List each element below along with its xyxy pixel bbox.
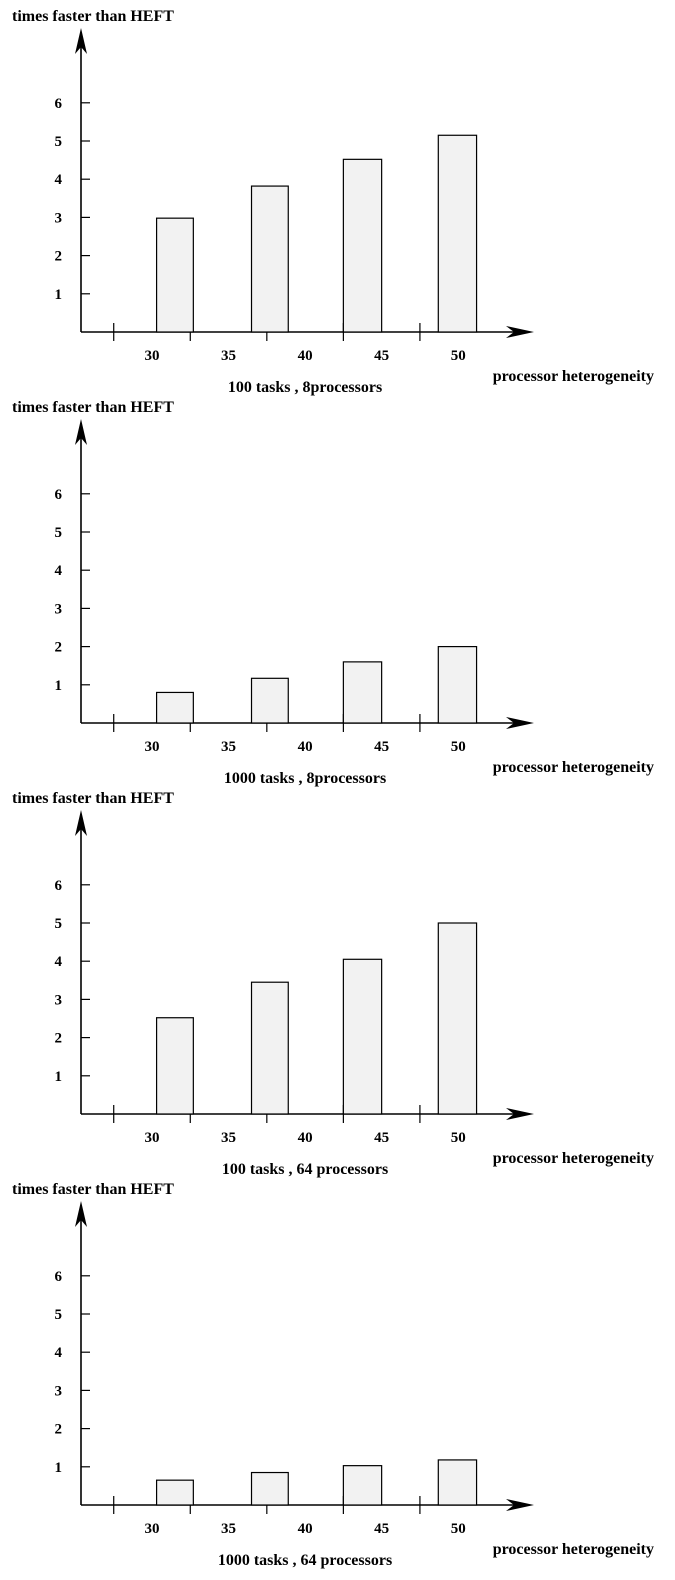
x-axis-arrow [506, 1108, 534, 1120]
x-tick-label: 40 [298, 348, 313, 364]
bar [342, 661, 383, 724]
x-axis-arrow [506, 717, 534, 729]
x-axis-label: processor heterogeneity [493, 368, 654, 385]
x-tick-label: 50 [451, 739, 466, 755]
x-axis-arrow [506, 326, 534, 338]
bar [155, 217, 194, 333]
x-tick-label: 35 [221, 739, 236, 755]
y-tick-label: 2 [55, 1422, 63, 1438]
x-axis-arrow [506, 1499, 534, 1511]
x-tick-label: 35 [221, 1130, 236, 1146]
y-tick-label: 3 [55, 1383, 63, 1399]
y-tick-label: 2 [55, 640, 63, 656]
y-tick-label: 2 [55, 1031, 63, 1047]
x-axis-label: processor heterogeneity [493, 1541, 654, 1558]
bar [437, 134, 478, 333]
bar [342, 958, 383, 1115]
bar [250, 981, 289, 1115]
x-tick-label: 30 [145, 1130, 160, 1146]
x-tick-label: 30 [145, 348, 160, 364]
y-tick-label: 5 [55, 134, 63, 150]
y-tick-label: 6 [55, 96, 63, 112]
y-axis-arrow [75, 810, 87, 836]
y-tick-label: 4 [55, 954, 63, 970]
y-axis-label: times faster than HEFT [12, 399, 174, 416]
bar [437, 1459, 478, 1506]
y-tick-label: 5 [55, 916, 63, 932]
y-tick-label: 1 [55, 678, 63, 694]
y-tick-label: 4 [55, 172, 63, 188]
bar [342, 1465, 383, 1506]
y-tick-label: 5 [55, 1307, 63, 1323]
x-tick-label: 45 [374, 1521, 389, 1537]
y-tick-label: 5 [55, 525, 63, 541]
chart-caption: 1000 tasks , 64 processors [218, 1552, 392, 1569]
y-tick-label: 1 [55, 287, 63, 303]
bar [155, 1017, 194, 1115]
bar [250, 185, 289, 333]
x-axis-label: processor heterogeneity [493, 759, 654, 776]
y-axis-label: times faster than HEFT [12, 1181, 174, 1198]
bar [250, 677, 289, 724]
y-tick-label: 4 [55, 1345, 63, 1361]
y-tick-label: 3 [55, 992, 63, 1008]
x-tick-label: 45 [374, 1130, 389, 1146]
x-tick-label: 40 [298, 1130, 313, 1146]
y-tick-label: 1 [55, 1460, 63, 1476]
y-tick-label: 2 [55, 249, 63, 265]
y-axis-label: times faster than HEFT [12, 8, 174, 25]
x-tick-label: 35 [221, 348, 236, 364]
y-axis-arrow [75, 1201, 87, 1227]
bar [155, 691, 194, 724]
x-tick-label: 50 [451, 1521, 466, 1537]
x-tick-label: 45 [374, 739, 389, 755]
y-tick-label: 4 [55, 563, 63, 579]
x-tick-label: 45 [374, 348, 389, 364]
chart-caption: 100 tasks , 8processors [228, 379, 382, 396]
x-axis-label: processor heterogeneity [493, 1150, 654, 1167]
x-tick-label: 30 [145, 1521, 160, 1537]
bar [437, 922, 478, 1115]
y-tick-label: 6 [55, 1269, 63, 1285]
chart-caption: 100 tasks , 64 processors [222, 1161, 388, 1178]
chart-caption: 1000 tasks , 8processors [224, 770, 386, 787]
y-axis-arrow [75, 28, 87, 54]
y-tick-label: 6 [55, 487, 63, 503]
x-tick-label: 30 [145, 739, 160, 755]
x-tick-label: 50 [451, 348, 466, 364]
bar [342, 158, 383, 333]
y-axis-arrow [75, 419, 87, 445]
y-tick-label: 3 [55, 210, 63, 226]
y-tick-label: 6 [55, 878, 63, 894]
x-tick-label: 50 [451, 1130, 466, 1146]
y-tick-label: 1 [55, 1069, 63, 1085]
y-axis-label: times faster than HEFT [12, 790, 174, 807]
bar [250, 1471, 289, 1506]
x-tick-label: 35 [221, 1521, 236, 1537]
x-tick-label: 40 [298, 739, 313, 755]
y-tick-label: 3 [55, 601, 63, 617]
bar [437, 645, 478, 724]
x-tick-label: 40 [298, 1521, 313, 1537]
bar [155, 1479, 194, 1506]
